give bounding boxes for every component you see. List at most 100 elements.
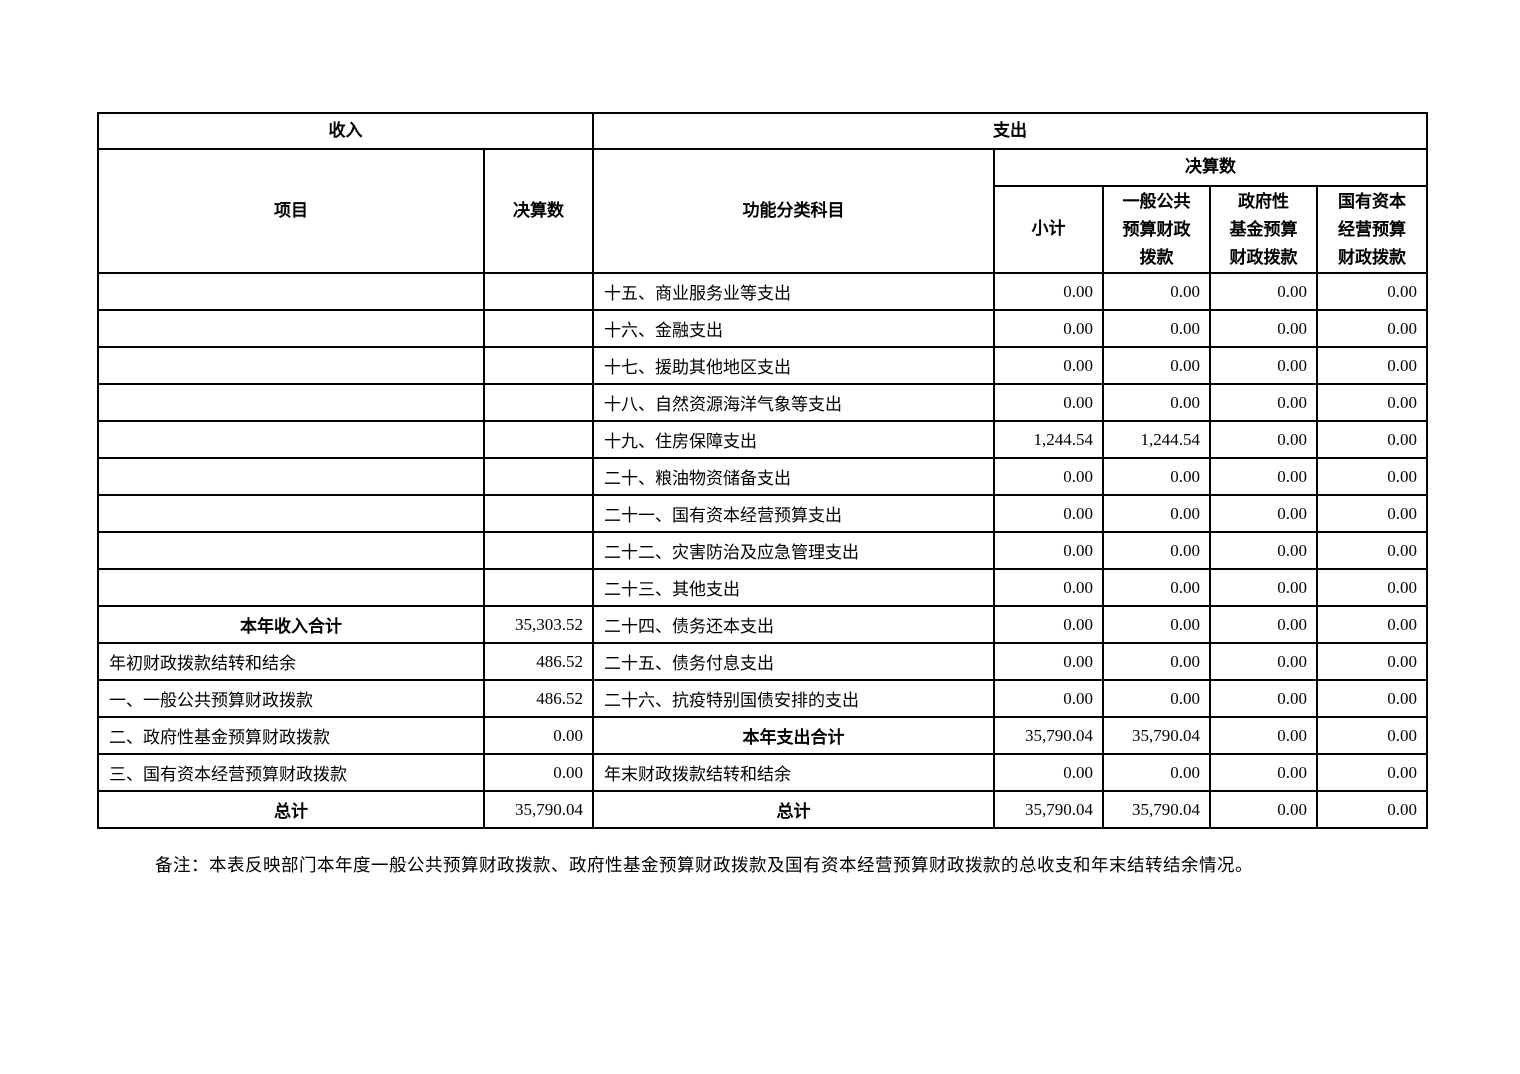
income-item-cell — [97, 494, 485, 533]
table-row: 十九、住房保障支出 1,244.54 1,244.54 0.00 0.00 — [97, 420, 1429, 459]
expense-general-budget-cell: 0.00 — [1102, 309, 1211, 348]
subtotal-column-header: 小计 — [993, 185, 1104, 274]
table-row: 十五、商业服务业等支出 0.00 0.00 0.00 0.00 — [97, 272, 1429, 311]
income-item-cell — [97, 272, 485, 311]
table-row: 二十三、其他支出 0.00 0.00 0.00 0.00 — [97, 568, 1429, 607]
income-amount-cell: 35,790.04 — [483, 790, 594, 829]
expense-amount-group-header: 决算数 — [992, 148, 1429, 187]
table-row: 三、国有资本经营预算财政拨款 0.00 年末财政拨款结转和结余 0.00 0.00 0.0… — [97, 753, 1429, 792]
expense-government-fund-cell: 0.00 — [1209, 457, 1318, 496]
income-amount-cell: 35,303.52 — [483, 605, 594, 644]
expense-government-fund-cell: 0.00 — [1209, 531, 1318, 570]
table-header: 收入 支出 项目 决算数 功能分类科目 决算数 小计 一般公共 预算财政 拨款 … — [97, 112, 1429, 274]
income-item-cell: 总计 — [97, 790, 485, 829]
expense-subtotal-cell: 1,244.54 — [993, 420, 1104, 459]
expense-state-capital-cell: 0.00 — [1315, 383, 1429, 422]
income-amount-column-header: 决算数 — [483, 148, 594, 274]
expense-state-capital-cell: 0.00 — [1315, 457, 1429, 496]
expense-state-capital-cell: 0.00 — [1315, 716, 1429, 755]
table-row: 二、政府性基金预算财政拨款 0.00 本年支出合计 35,790.04 35,790.0… — [97, 716, 1429, 755]
table-row: 二十二、灾害防治及应急管理支出 0.00 0.00 0.00 0.00 — [97, 531, 1429, 570]
income-item-cell: 一、一般公共预算财政拨款 — [97, 679, 485, 718]
expense-item-cell: 二十六、抗疫特别国债安排的支出 — [592, 679, 995, 718]
income-amount-cell — [483, 383, 594, 422]
expense-government-fund-cell: 0.00 — [1209, 679, 1318, 718]
expense-government-fund-cell: 0.00 — [1209, 790, 1318, 829]
expense-item-cell: 年末财政拨款结转和结余 — [592, 753, 995, 792]
income-item-cell — [97, 420, 485, 459]
expense-government-fund-cell: 0.00 — [1209, 753, 1318, 792]
expense-general-budget-cell: 0.00 — [1102, 383, 1211, 422]
expense-general-budget-cell: 0.00 — [1102, 753, 1211, 792]
expense-general-budget-cell: 0.00 — [1102, 679, 1211, 718]
expense-item-cell: 十七、援助其他地区支出 — [592, 346, 995, 385]
expense-government-fund-cell: 0.00 — [1209, 494, 1318, 533]
expense-state-capital-cell: 0.00 — [1315, 494, 1429, 533]
expense-government-fund-cell: 0.00 — [1209, 605, 1318, 644]
expense-subtotal-cell: 35,790.04 — [993, 790, 1104, 829]
table-row: 十六、金融支出 0.00 0.00 0.00 0.00 — [97, 309, 1429, 348]
expense-government-fund-cell: 0.00 — [1209, 383, 1318, 422]
expense-general-budget-cell: 0.00 — [1102, 457, 1211, 496]
income-amount-cell — [483, 568, 594, 607]
expense-item-cell: 二十三、其他支出 — [592, 568, 995, 607]
expense-item-cell: 总计 — [592, 790, 995, 829]
expense-item-cell: 十五、商业服务业等支出 — [592, 272, 995, 311]
income-amount-cell — [483, 346, 594, 385]
footnote: 备注：本表反映部门本年度一般公共预算财政拨款、政府性基金预算财政拨款及国有资本经… — [155, 855, 1253, 875]
table-row: 二十一、国有资本经营预算支出 0.00 0.00 0.00 0.00 — [97, 494, 1429, 533]
table-row: 十七、援助其他地区支出 0.00 0.00 0.00 0.00 — [97, 346, 1429, 385]
income-amount-cell — [483, 272, 594, 311]
expense-government-fund-cell: 0.00 — [1209, 420, 1318, 459]
general-public-budget-column-header: 一般公共 预算财政 拨款 — [1102, 185, 1211, 274]
expense-general-budget-cell: 0.00 — [1102, 346, 1211, 385]
expense-state-capital-cell: 0.00 — [1315, 790, 1429, 829]
expense-state-capital-cell: 0.00 — [1315, 346, 1429, 385]
expense-subtotal-cell: 0.00 — [993, 568, 1104, 607]
expense-government-fund-cell: 0.00 — [1209, 346, 1318, 385]
expense-general-budget-cell: 0.00 — [1102, 568, 1211, 607]
expense-item-cell: 二十一、国有资本经营预算支出 — [592, 494, 995, 533]
expense-subtotal-cell: 0.00 — [993, 272, 1104, 311]
income-amount-cell — [483, 494, 594, 533]
government-fund-column-header: 政府性 基金预算 财政拨款 — [1209, 185, 1318, 274]
income-amount-cell: 486.52 — [483, 642, 594, 681]
expense-subtotal-cell: 0.00 — [993, 346, 1104, 385]
expense-state-capital-cell: 0.00 — [1315, 568, 1429, 607]
budget-summary-table: 收入 支出 项目 决算数 功能分类科目 决算数 小计 一般公共 预算财政 拨款 … — [97, 112, 1429, 829]
expense-government-fund-cell: 0.00 — [1209, 272, 1318, 311]
income-item-cell: 年初财政拨款结转和结余 — [97, 642, 485, 681]
table-row: 年初财政拨款结转和结余 486.52 二十五、债务付息支出 0.00 0.00 0.00 0… — [97, 642, 1429, 681]
income-amount-cell — [483, 420, 594, 459]
expense-general-budget-cell: 35,790.04 — [1102, 716, 1211, 755]
state-capital-column-header: 国有资本 经营预算 财政拨款 — [1315, 185, 1429, 274]
expense-general-budget-cell: 0.00 — [1102, 531, 1211, 570]
expense-government-fund-cell: 0.00 — [1209, 716, 1318, 755]
table-row: 二十、粮油物资储备支出 0.00 0.00 0.00 0.00 — [97, 457, 1429, 496]
expense-subtotal-cell: 0.00 — [993, 753, 1104, 792]
income-amount-cell: 486.52 — [483, 679, 594, 718]
sub-column-header-row: 小计 一般公共 预算财政 拨款 政府性 基金预算 财政拨款 国有资本 经营预算 … — [98, 185, 1429, 274]
income-item-cell: 三、国有资本经营预算财政拨款 — [97, 753, 485, 792]
expense-subtotal-cell: 0.00 — [993, 494, 1104, 533]
table-row: 一、一般公共预算财政拨款 486.52 二十六、抗疫特别国债安排的支出 0.00 0.0… — [97, 679, 1429, 718]
income-item-cell — [97, 457, 485, 496]
income-amount-cell: 0.00 — [483, 716, 594, 755]
expense-section-header: 支出 — [591, 112, 1429, 150]
table-row: 总计 35,790.04 总计 35,790.04 35,790.04 0.00 0.00 — [97, 790, 1429, 829]
expense-subtotal-cell: 0.00 — [993, 383, 1104, 422]
expense-item-cell: 二十五、债务付息支出 — [592, 642, 995, 681]
expense-subtotal-cell: 0.00 — [993, 531, 1104, 570]
expense-item-cell: 十六、金融支出 — [592, 309, 995, 348]
expense-government-fund-cell: 0.00 — [1209, 309, 1318, 348]
expense-item-cell: 十九、住房保障支出 — [592, 420, 995, 459]
expense-government-fund-cell: 0.00 — [1209, 568, 1318, 607]
expense-subtotal-cell: 0.00 — [993, 642, 1104, 681]
expense-general-budget-cell: 0.00 — [1102, 494, 1211, 533]
expense-general-budget-cell: 0.00 — [1102, 605, 1211, 644]
expense-general-budget-cell: 35,790.04 — [1102, 790, 1211, 829]
income-item-cell: 本年收入合计 — [97, 605, 485, 644]
expense-subtotal-cell: 0.00 — [993, 457, 1104, 496]
section-header-row: 收入 支出 — [97, 112, 1429, 150]
